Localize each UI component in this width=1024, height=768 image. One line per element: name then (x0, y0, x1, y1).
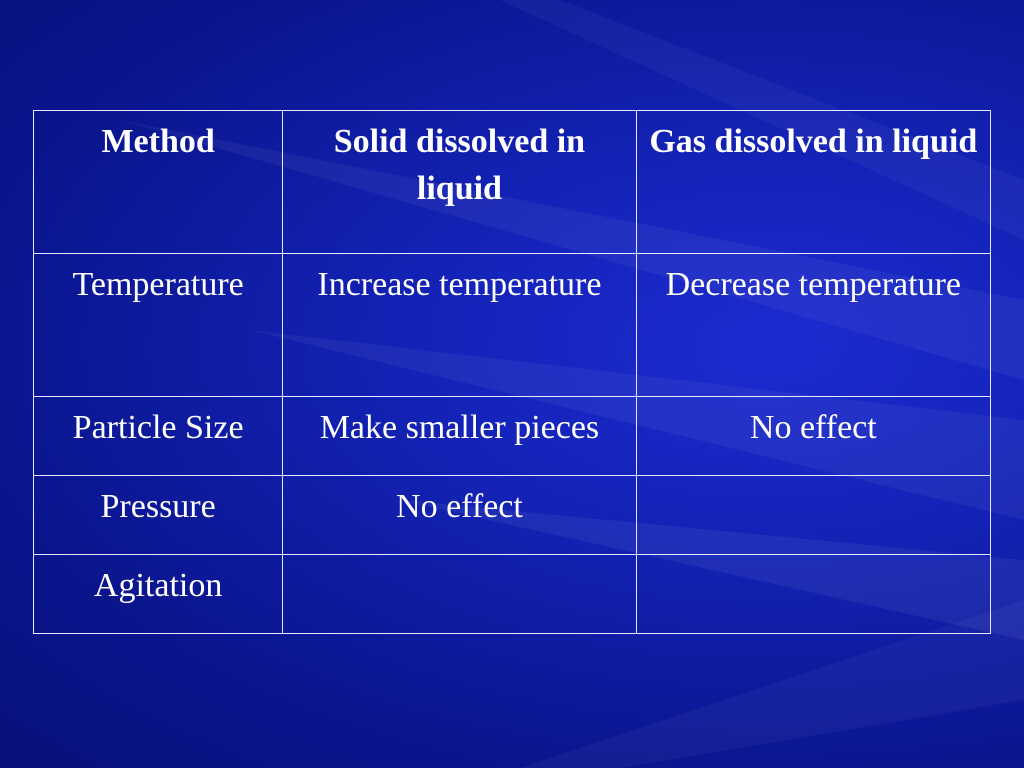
solubility-methods-table: Method Solid dissolved in liquid Gas dis… (32, 110, 992, 634)
cell-gas: No effect (635, 396, 992, 476)
table-row: Agitation (32, 554, 992, 634)
table-row: Pressure No effect (32, 475, 992, 555)
table-row: Temperature Increase temperature Decreas… (32, 253, 992, 397)
cell-method: Temperature (32, 253, 284, 397)
cell-gas (635, 554, 992, 634)
cell-solid: Increase temperature (282, 253, 637, 397)
cell-method: Particle Size (32, 396, 284, 476)
table-header-row: Method Solid dissolved in liquid Gas dis… (32, 110, 992, 254)
cell-gas (635, 475, 992, 555)
cell-solid: Make smaller pieces (282, 396, 637, 476)
header-method: Method (32, 110, 284, 254)
cell-solid (282, 554, 637, 634)
table-row: Particle Size Make smaller pieces No eff… (32, 396, 992, 476)
cell-method: Agitation (32, 554, 284, 634)
cell-method: Pressure (32, 475, 284, 555)
cell-gas: Decrease temperature (635, 253, 992, 397)
cell-solid: No effect (282, 475, 637, 555)
header-gas-dissolved: Gas dissolved in liquid (635, 110, 992, 254)
header-solid-dissolved: Solid dissolved in liquid (282, 110, 637, 254)
